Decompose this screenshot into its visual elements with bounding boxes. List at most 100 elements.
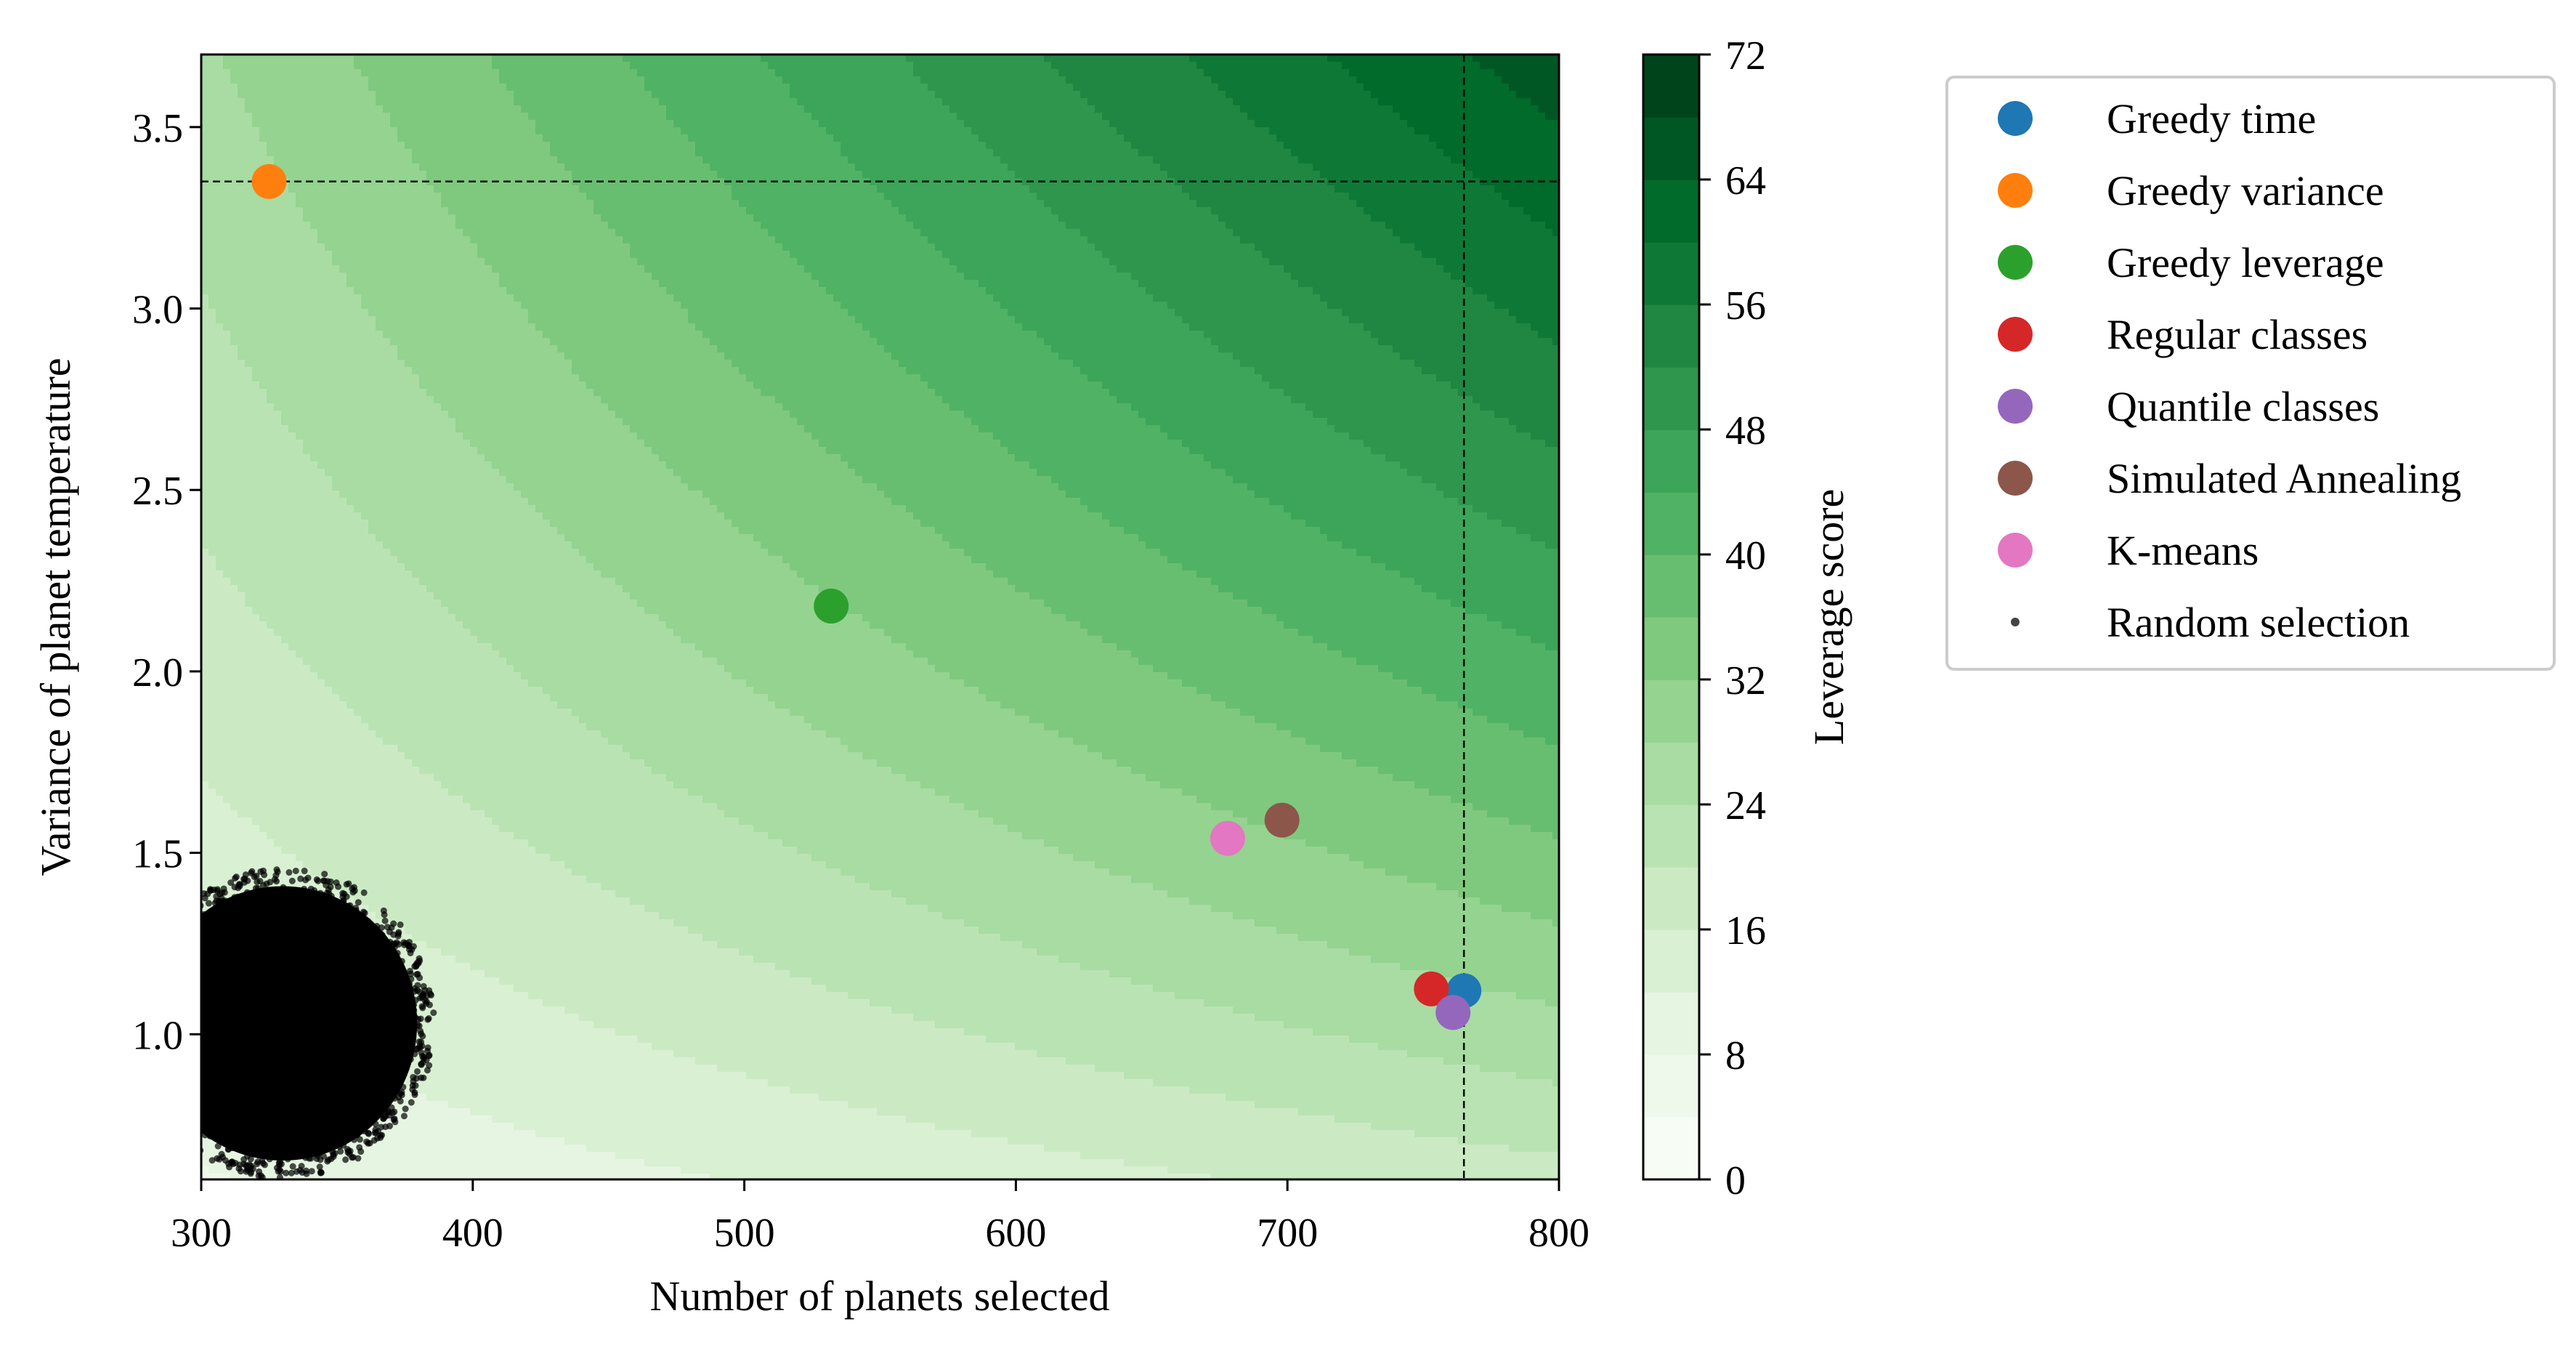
- contour-cell: [1160, 91, 1168, 99]
- contour-cell: [1364, 200, 1372, 208]
- contour-cell: [1008, 134, 1016, 142]
- contour-cell: [782, 214, 790, 222]
- contour-cell: [1066, 243, 1074, 251]
- contour-cell: [1131, 113, 1139, 121]
- contour-cell: [383, 214, 391, 222]
- contour-cell: [201, 69, 209, 77]
- contour-cell: [971, 98, 979, 106]
- contour-cell: [739, 171, 747, 179]
- contour-cell: [528, 69, 536, 77]
- contour-cell: [1502, 236, 1510, 244]
- contour-cell: [1008, 207, 1016, 215]
- contour-cell: [1247, 84, 1255, 92]
- contour-cell: [717, 149, 725, 157]
- contour-cell: [1400, 236, 1408, 244]
- contour-cell: [434, 193, 442, 201]
- contour-cell: [811, 98, 819, 106]
- contour-cell: [688, 142, 696, 150]
- contour-cell: [746, 84, 754, 92]
- contour-cell: [543, 243, 551, 251]
- contour-cell: [637, 91, 645, 99]
- contour-cell: [811, 120, 819, 128]
- contour-cell: [753, 69, 761, 77]
- contour-cell: [1385, 120, 1393, 128]
- contour-cell: [1226, 105, 1234, 113]
- contour-cell: [819, 98, 827, 106]
- contour-cell: [1109, 185, 1117, 193]
- contour-cell: [557, 229, 565, 237]
- contour-cell: [782, 185, 790, 193]
- contour-cell: [390, 142, 398, 150]
- contour-cell: [1167, 113, 1175, 121]
- contour-cell: [426, 69, 434, 77]
- contour-cell: [1015, 200, 1023, 208]
- contour-cell: [666, 156, 674, 164]
- contour-cell: [681, 222, 689, 230]
- contour-cell: [1218, 120, 1226, 128]
- contour-cell: [252, 113, 260, 121]
- contour-cell: [281, 84, 289, 92]
- contour-cell: [1247, 62, 1255, 70]
- contour-cell: [1182, 55, 1190, 62]
- contour-cell: [673, 200, 681, 208]
- contour-cell: [1167, 62, 1175, 70]
- contour-cell: [485, 214, 493, 222]
- contour-cell: [1276, 171, 1284, 179]
- contour-cell: [1552, 113, 1559, 121]
- contour-cell: [455, 185, 463, 193]
- contour-cell: [1480, 62, 1488, 70]
- contour-cell: [1102, 156, 1110, 164]
- contour-cell: [470, 200, 478, 208]
- contour-cell: [1509, 149, 1517, 157]
- contour-cell: [1487, 84, 1495, 92]
- contour-cell: [557, 84, 565, 92]
- contour-cell: [935, 105, 943, 113]
- contour-cell: [1226, 156, 1234, 164]
- contour-cell: [361, 164, 369, 171]
- contour-cell: [724, 98, 732, 106]
- contour-cell: [637, 84, 645, 92]
- contour-cell: [1414, 84, 1422, 92]
- contour-cell: [1000, 171, 1008, 179]
- contour-cell: [1494, 164, 1502, 171]
- contour-cell: [1117, 105, 1125, 113]
- contour-cell: [586, 76, 594, 84]
- contour-cell: [979, 69, 987, 77]
- contour-cell: [702, 98, 710, 106]
- contour-cell: [368, 113, 376, 121]
- contour-cell: [1458, 142, 1466, 150]
- contour-cell: [811, 156, 819, 164]
- contour-cell: [986, 120, 994, 128]
- contour-cell: [390, 193, 398, 201]
- contour-cell: [1058, 229, 1066, 237]
- contour-cell: [739, 207, 747, 215]
- contour-cell: [1516, 200, 1524, 208]
- contour-cell: [753, 185, 761, 193]
- contour-cell: [252, 164, 260, 171]
- contour-cell: [841, 222, 848, 230]
- contour-cell: [1422, 76, 1430, 84]
- contour-cell: [1393, 105, 1401, 113]
- contour-cell: [1429, 185, 1437, 193]
- contour-cell: [681, 120, 689, 128]
- contour-cell: [1422, 185, 1430, 193]
- contour-cell: [724, 55, 732, 62]
- contour-cell: [1204, 193, 1212, 201]
- contour-cell: [412, 236, 420, 244]
- contour-cell: [317, 76, 325, 84]
- contour-cell: [1334, 142, 1342, 150]
- contour-cell: [1284, 134, 1292, 142]
- contour-cell: [855, 105, 863, 113]
- contour-cell: [841, 207, 848, 215]
- contour-cell: [441, 236, 449, 244]
- contour-cell: [811, 164, 819, 171]
- contour-cell: [245, 55, 253, 62]
- contour-cell: [1175, 76, 1183, 84]
- contour-cell: [535, 229, 543, 237]
- contour-cell: [572, 55, 580, 62]
- contour-cell: [296, 149, 304, 157]
- contour-cell: [1087, 171, 1095, 179]
- contour-cell: [1364, 207, 1372, 215]
- contour-cell: [1167, 200, 1175, 208]
- contour-cell: [325, 149, 333, 157]
